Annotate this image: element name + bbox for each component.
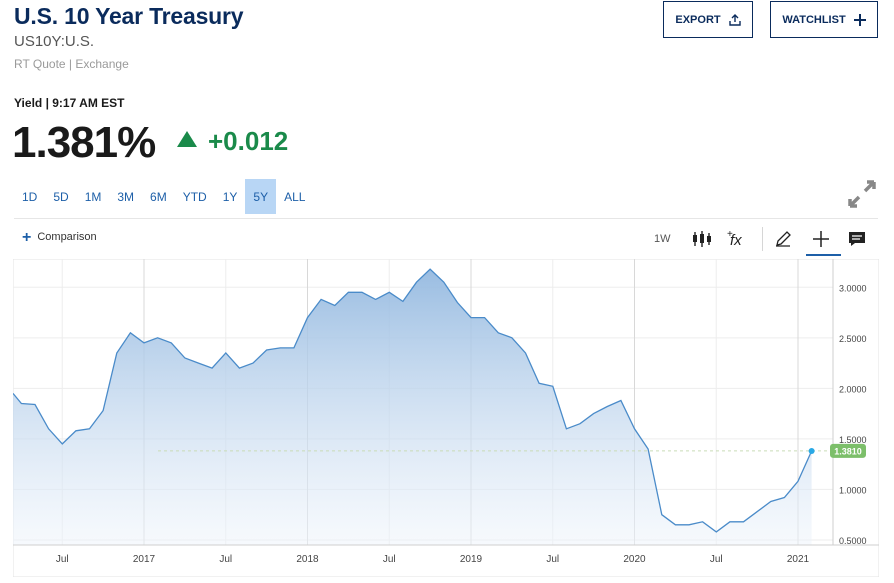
current-value-badge xyxy=(830,443,866,458)
x-tick-label: 2019 xyxy=(460,554,483,565)
function-icon[interactable]: fx + xyxy=(726,229,750,249)
page-title: U.S. 10 Year Treasury xyxy=(14,3,244,29)
watchlist-button[interactable]: WATCHLIST xyxy=(770,1,878,38)
y-tick-label: 0.5000 xyxy=(839,536,867,546)
active-tool-indicator xyxy=(806,254,841,256)
change-value: +0.012 xyxy=(208,126,289,156)
range-1y[interactable]: 1Y xyxy=(222,189,238,204)
x-tick-label: Jul xyxy=(383,554,396,565)
y-tick-label: 1.5000 xyxy=(839,435,867,445)
range-5d[interactable]: 5D xyxy=(53,189,69,204)
y-tick-label: 3.0000 xyxy=(839,283,867,293)
range-ytd[interactable]: YTD xyxy=(182,189,207,204)
quote-change: +0.012 xyxy=(176,126,288,157)
x-tick-label: 2018 xyxy=(296,554,319,565)
range-1d[interactable]: 1D xyxy=(22,189,38,204)
export-label: EXPORT xyxy=(675,13,721,26)
toolbar-divider xyxy=(762,227,763,251)
x-tick-label: Jul xyxy=(219,554,232,565)
current-value-label: 1.3810 xyxy=(834,446,862,456)
x-tick-label: Jul xyxy=(710,554,723,565)
quote-source: RT Quote | Exchange xyxy=(14,57,129,71)
x-tick-label: Jul xyxy=(56,554,69,565)
comparison-label: Comparison xyxy=(37,231,97,243)
expand-icon[interactable] xyxy=(846,178,878,210)
range-5y[interactable]: 5Y xyxy=(245,179,277,214)
x-tick-label: 2017 xyxy=(133,554,156,565)
x-tick-label: 2021 xyxy=(787,554,810,565)
svg-text:fx: fx xyxy=(730,232,742,249)
up-arrow-icon xyxy=(176,130,198,153)
range-6m[interactable]: 6M xyxy=(150,189,167,204)
range-3m[interactable]: 3M xyxy=(117,189,135,204)
interval-select[interactable]: 1W xyxy=(654,233,671,245)
quote-price: 1.381% xyxy=(12,118,156,167)
y-tick-label: 1.0000 xyxy=(839,485,867,495)
current-point xyxy=(808,448,815,455)
ticker-symbol: US10Y:U.S. xyxy=(14,33,95,50)
yield-timestamp: Yield | 9:17 AM EST xyxy=(14,96,125,110)
annotation-icon[interactable] xyxy=(846,229,868,249)
chart-area-fill xyxy=(13,269,812,545)
range-1m[interactable]: 1M xyxy=(84,189,102,204)
share-icon xyxy=(728,13,741,26)
crosshair-icon[interactable] xyxy=(810,229,832,249)
range-selector: 1D 5D 1M 3M 6M YTD 1Y 5Y ALL xyxy=(14,179,313,214)
pencil-icon[interactable] xyxy=(772,229,794,249)
comparison-button[interactable]: + Comparison xyxy=(22,228,97,246)
export-button[interactable]: EXPORT xyxy=(663,1,753,38)
add-icon: + xyxy=(22,228,32,246)
y-tick-label: 2.5000 xyxy=(839,334,867,344)
yield-chart[interactable]: 3.0000 2.5000 2.0000 1.5000 1.0000 0.5000 Jul 2… xyxy=(12,258,880,578)
chart-series-line xyxy=(12,268,813,533)
range-all[interactable]: ALL xyxy=(284,189,306,204)
candlestick-icon[interactable] xyxy=(691,229,713,249)
svg-text:+: + xyxy=(727,229,733,240)
watchlist-label: WATCHLIST xyxy=(782,13,846,26)
chart-svg: 3.0000 2.5000 2.0000 1.5000 1.0000 0.5000 Jul 2… xyxy=(12,258,880,578)
x-tick-label: Jul xyxy=(546,554,559,565)
chart-toolbar: + Comparison 1W fx + xyxy=(14,218,878,256)
x-tick-label: 2020 xyxy=(623,554,646,565)
y-tick-label: 2.0000 xyxy=(839,384,867,394)
plus-icon xyxy=(853,13,866,26)
